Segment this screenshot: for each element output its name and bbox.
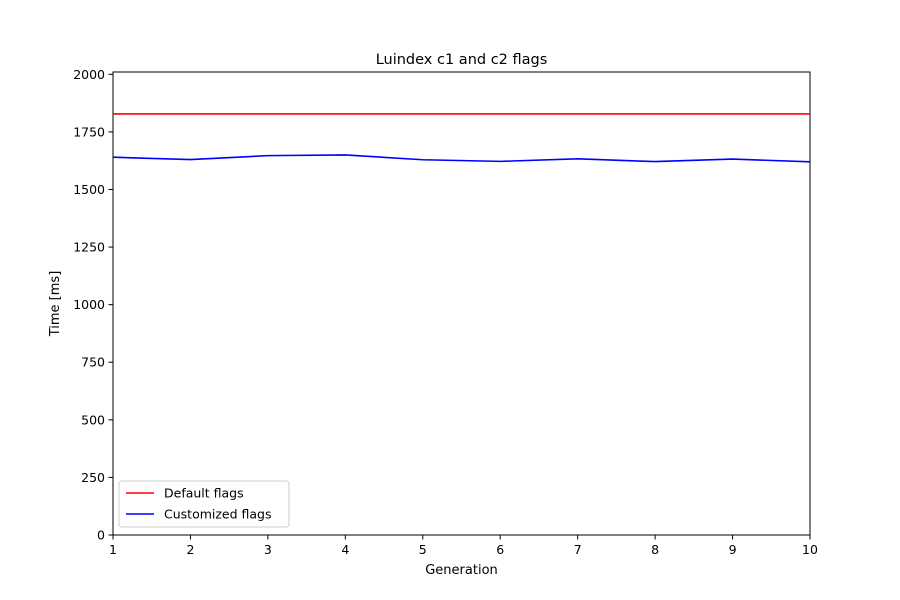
y-tick-label: 1750 (73, 124, 105, 139)
x-tick-label: 4 (341, 542, 349, 557)
y-tick-label: 1250 (73, 240, 105, 255)
x-tick-label: 3 (264, 542, 272, 557)
series-layer (112, 113, 811, 163)
y-tick-label: 0 (97, 528, 105, 543)
plot-frame (112, 71, 811, 536)
x-tick-label: 9 (729, 542, 737, 557)
legend-box (118, 480, 290, 528)
y-axis-label: Time [ms] (48, 271, 63, 338)
legend-label: Default flags (164, 486, 244, 501)
series-line-2 (112, 154, 811, 163)
legend: Default flags Customized flags (118, 480, 290, 528)
y-tick-label: 500 (81, 412, 105, 427)
y-tick-label: 1000 (73, 297, 105, 312)
plot-area (112, 71, 811, 536)
x-axis-label: Generation (425, 563, 498, 578)
x-tick-label: 10 (802, 542, 818, 557)
x-tick-label: 8 (651, 542, 659, 557)
x-tick-label: 1 (109, 542, 117, 557)
x-tick-label: 2 (186, 542, 194, 557)
y-axis: 0 250 500 750 1000 1250 1500 1750 2000 (73, 67, 113, 543)
legend-label: Customized flags (164, 507, 272, 522)
y-tick-label: 1500 (73, 182, 105, 197)
x-tick-label: 7 (574, 542, 582, 557)
y-tick-label: 250 (81, 470, 105, 485)
x-tick-label: 6 (496, 542, 504, 557)
x-tick-label: 5 (419, 542, 427, 557)
plot-background (113, 72, 810, 535)
x-axis: 1 2 3 4 5 6 7 8 9 10 (109, 535, 818, 557)
y-tick-label: 750 (81, 355, 105, 370)
chart-title: Luindex c1 and c2 flags (376, 52, 548, 68)
y-tick-label: 2000 (73, 67, 105, 82)
